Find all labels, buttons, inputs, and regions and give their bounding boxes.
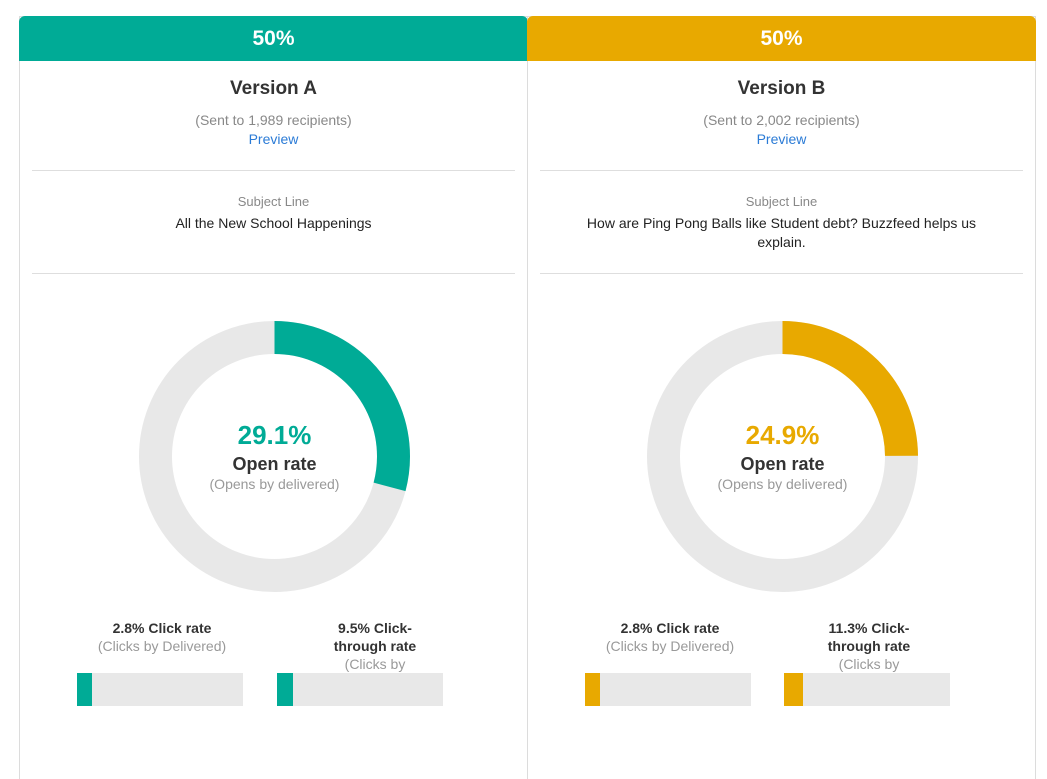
version-b-open-rate-donut: [647, 321, 918, 592]
click-rate-sub: (Clicks by Delivered): [605, 638, 735, 654]
version-b-panel: 50% Version B (Sent to 2,002 recipients)…: [527, 16, 1036, 779]
version-a-sent-count: (Sent to 1,989 recipients): [195, 112, 352, 128]
version-b-donut-center: 24.9% Open rate (Opens by delivered): [647, 417, 918, 493]
donut-fill: [139, 321, 410, 592]
divider: [540, 273, 1023, 274]
version-b-click-rate-bar: [585, 673, 751, 706]
click-rate-title: 2.8% Click rate: [620, 620, 720, 636]
donut-fill: [647, 321, 918, 592]
bar-fill: [77, 673, 93, 706]
version-b-ctr-bar: [784, 673, 950, 706]
bar-fill: [784, 673, 803, 706]
version-b-subject-line: How are Ping Pong Balls like Student deb…: [586, 215, 977, 250]
click-rate-title: 2.8% Click rate: [112, 620, 212, 636]
version-a-subject-line: All the New School Happenings: [175, 215, 372, 231]
version-a-subject-label: Subject Line: [237, 194, 310, 209]
version-a-split-header: 50%: [19, 16, 528, 61]
version-a-open-rate-donut: [139, 321, 410, 592]
version-a-open-rate-label: Open rate: [232, 454, 317, 474]
version-a-donut-center: 29.1% Open rate (Opens by delivered): [139, 417, 410, 493]
version-b-open-rate-value: 24.9%: [745, 420, 820, 450]
version-b-open-rate-label: Open rate: [740, 454, 825, 474]
version-a-open-rate-value: 29.1%: [237, 420, 312, 450]
version-b-split-header: 50%: [527, 16, 1036, 61]
version-b-sent-count: (Sent to 2,002 recipients): [703, 112, 860, 128]
version-b-click-rate: 2.8% Click rate (Clicks by Delivered): [585, 619, 755, 655]
bar-fill: [277, 673, 293, 706]
version-a-open-rate-sub: (Opens by delivered): [209, 476, 340, 492]
version-b-preview-link[interactable]: Preview: [756, 131, 807, 147]
version-b-open-rate-sub: (Opens by delivered): [717, 476, 848, 492]
bar-fill: [585, 673, 601, 706]
version-a-preview-link[interactable]: Preview: [248, 131, 299, 147]
click-rate-sub: (Clicks by Delivered): [97, 638, 227, 654]
version-a-panel: 50% Version A (Sent to 1,989 recipients)…: [19, 16, 528, 779]
version-a-title: Version A: [230, 78, 317, 99]
version-b-subject-label: Subject Line: [745, 194, 818, 209]
ctr-title: 9.5% Click-through rate: [333, 620, 417, 654]
version-a-ctr-bar: [277, 673, 443, 706]
divider: [32, 170, 515, 171]
version-b-title: Version B: [737, 78, 826, 99]
version-a-click-rate-bar: [77, 673, 243, 706]
divider: [540, 170, 1023, 171]
version-a-click-rate: 2.8% Click rate (Clicks by Delivered): [77, 619, 247, 655]
ctr-title: 11.3% Click-through rate: [827, 620, 911, 654]
divider: [32, 273, 515, 274]
